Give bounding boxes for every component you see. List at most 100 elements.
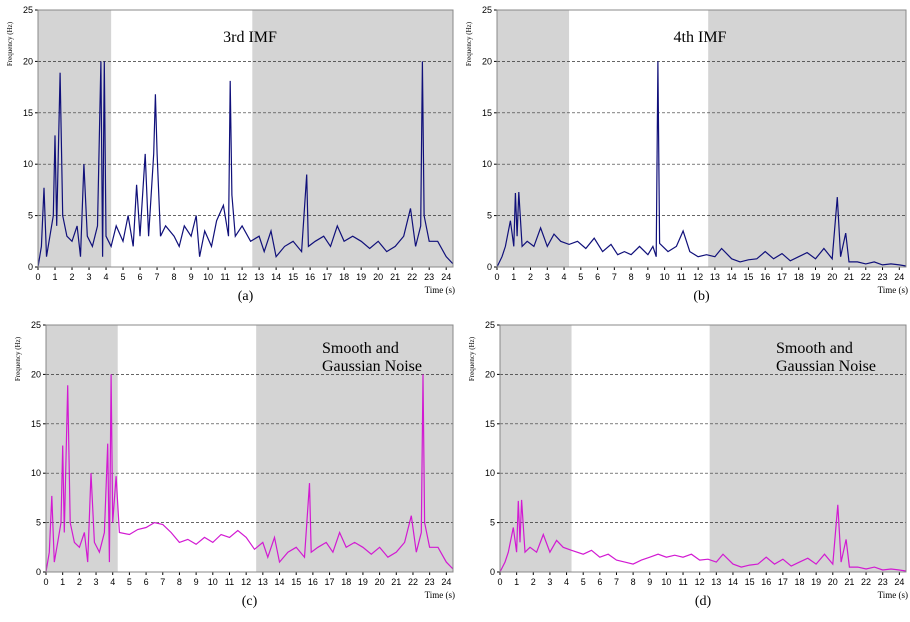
x-tick-label: 20 xyxy=(827,272,837,282)
plot-border xyxy=(496,9,907,268)
annotation: Gaussian Noise xyxy=(322,358,422,375)
y-tick-label: 25 xyxy=(485,320,495,330)
y-tick-label: 0 xyxy=(490,567,495,577)
x-tick-label: 7 xyxy=(614,577,619,587)
x-tick-label: 12 xyxy=(693,272,703,282)
x-tick-label: 23 xyxy=(424,272,434,282)
x-tick-label: 5 xyxy=(127,577,132,587)
y-axis-label: Frequency (Hz) xyxy=(468,336,476,381)
data-line xyxy=(496,61,907,268)
x-tick-label: 5 xyxy=(581,577,586,587)
x-tick-label: 13 xyxy=(254,272,264,282)
y-axis-label: Frequency (Hz) xyxy=(6,21,14,66)
x-tick-label: 2 xyxy=(70,272,75,282)
x-tick-label: 15 xyxy=(291,577,301,587)
plot-border xyxy=(499,324,907,573)
x-tick-label: 12 xyxy=(241,577,251,587)
x-tick-label: 13 xyxy=(711,577,721,587)
x-tick-label: 21 xyxy=(390,272,400,282)
x-tick-label: 11 xyxy=(225,577,234,587)
y-tick-label: 0 xyxy=(36,567,41,577)
plot-border xyxy=(37,9,454,268)
x-tick-label: 4 xyxy=(110,577,115,587)
x-tick-label: 11 xyxy=(677,272,686,282)
y-tick-label: 5 xyxy=(490,518,495,528)
caption: (c) xyxy=(242,594,258,609)
shaded-region xyxy=(38,10,112,267)
x-tick-label: 10 xyxy=(660,272,670,282)
x-tick-label: 5 xyxy=(578,272,583,282)
x-tick-label: 10 xyxy=(203,272,213,282)
x-tick-label: 19 xyxy=(356,272,366,282)
x-tick-label: 20 xyxy=(373,272,383,282)
y-tick-label: 5 xyxy=(36,518,41,528)
y-tick-label: 15 xyxy=(31,419,41,429)
shaded-region xyxy=(708,10,906,267)
y-tick-label: 25 xyxy=(31,320,41,330)
x-tick-label: 17 xyxy=(777,272,787,282)
annotation: 4th IMF xyxy=(674,29,727,46)
x-tick-label: 14 xyxy=(275,577,285,587)
x-tick-label: 15 xyxy=(288,272,298,282)
y-tick-label: 0 xyxy=(487,262,492,272)
x-tick-label: 18 xyxy=(339,272,349,282)
x-tick-label: 2 xyxy=(528,272,533,282)
x-tick-label: 14 xyxy=(727,272,737,282)
x-tick-label: 9 xyxy=(189,272,194,282)
y-tick-label: 10 xyxy=(485,468,495,478)
x-tick-label: 6 xyxy=(144,577,149,587)
y-tick-label: 10 xyxy=(482,159,492,169)
x-tick-label: 9 xyxy=(645,272,650,282)
plot-border xyxy=(45,324,454,573)
x-tick-label: 17 xyxy=(325,577,335,587)
x-tick-label: 12 xyxy=(237,272,247,282)
x-tick-label: 0 xyxy=(43,577,48,587)
x-tick-label: 4 xyxy=(104,272,109,282)
x-tick-label: 13 xyxy=(258,577,268,587)
x-tick-label: 18 xyxy=(341,577,351,587)
x-tick-label: 11 xyxy=(678,577,687,587)
y-tick-label: 10 xyxy=(23,159,33,169)
x-tick-label: 3 xyxy=(87,272,92,282)
y-tick-label: 25 xyxy=(23,5,33,15)
y-tick-label: 0 xyxy=(28,262,33,272)
y-tick-label: 20 xyxy=(23,56,33,66)
shaded-region xyxy=(252,10,453,267)
x-tick-label: 3 xyxy=(547,577,552,587)
data-line xyxy=(45,374,454,573)
x-tick-label: 1 xyxy=(53,272,58,282)
caption: (a) xyxy=(238,289,254,304)
x-tick-label: 9 xyxy=(647,577,652,587)
x-tick-label: 8 xyxy=(631,577,636,587)
x-tick-label: 9 xyxy=(194,577,199,587)
x-tick-label: 2 xyxy=(77,577,82,587)
caption: (d) xyxy=(695,594,712,609)
x-tick-label: 14 xyxy=(728,577,738,587)
shaded-region xyxy=(500,325,572,572)
x-tick-label: 24 xyxy=(441,272,451,282)
x-tick-label: 6 xyxy=(138,272,143,282)
x-tick-label: 23 xyxy=(878,272,888,282)
y-tick-label: 5 xyxy=(487,211,492,221)
x-tick-label: 22 xyxy=(407,272,417,282)
x-tick-label: 6 xyxy=(597,577,602,587)
annotation: Smooth and xyxy=(322,340,399,357)
x-tick-label: 15 xyxy=(745,577,755,587)
annotation: 3rd IMF xyxy=(223,29,277,46)
x-tick-label: 18 xyxy=(795,577,805,587)
x-tick-label: 7 xyxy=(155,272,160,282)
x-tick-label: 4 xyxy=(562,272,567,282)
x-tick-label: 16 xyxy=(761,577,771,587)
x-tick-label: 19 xyxy=(358,577,368,587)
annotation: Gaussian Noise xyxy=(776,358,876,375)
annotation: Smooth and xyxy=(776,340,853,357)
x-tick-label: 2 xyxy=(531,577,536,587)
x-tick-label: 18 xyxy=(794,272,804,282)
y-tick-label: 20 xyxy=(31,369,41,379)
caption: (b) xyxy=(693,289,710,304)
x-tick-label: 22 xyxy=(861,577,871,587)
y-tick-label: 15 xyxy=(482,108,492,118)
x-tick-label: 10 xyxy=(661,577,671,587)
